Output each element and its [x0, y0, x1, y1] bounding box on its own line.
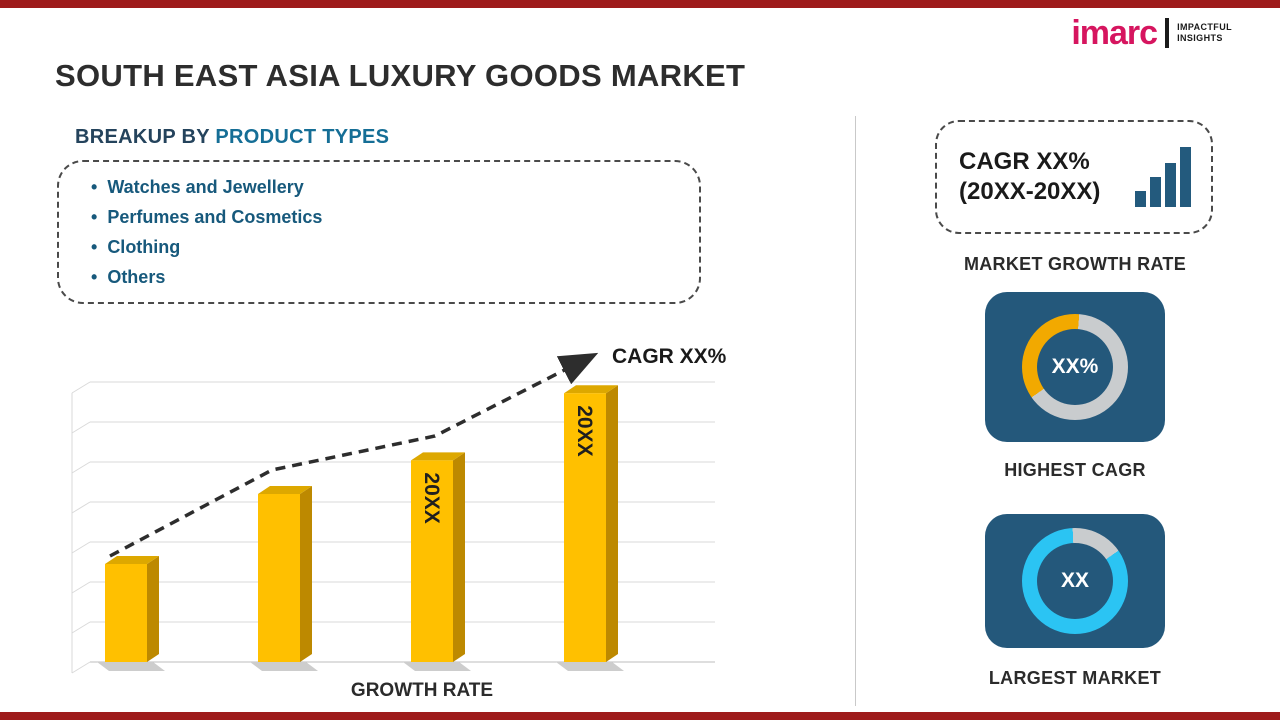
growth-rate-bar-chart: 20XX 20XX CAGR XX% GROWTH RATE	[71, 345, 727, 701]
product-types-box: Watches and Jewellery Perfumes and Cosme…	[57, 160, 701, 304]
cagr-line1: CAGR XX%	[959, 148, 1090, 175]
trend-line	[109, 352, 599, 558]
highest-cagr-donut: XX%	[1022, 314, 1128, 420]
largest-market-donut-hole: XX	[1037, 543, 1113, 619]
largest-market-donut: XX	[1022, 528, 1128, 634]
chart-bars-and-grid: 20XX 20XX	[71, 381, 715, 674]
trend-label: CAGR XX%	[612, 345, 727, 368]
logo-divider	[1165, 18, 1170, 48]
bar-chart-icon	[1135, 147, 1191, 207]
list-item: Clothing	[91, 232, 699, 262]
highest-cagr-label: HIGHEST CAGR	[1004, 460, 1146, 480]
page-title: SOUTH EAST ASIA LUXURY GOODS MARKET	[55, 58, 746, 93]
market-growth-rate-label: MARKET GROWTH RATE	[963, 254, 1187, 274]
market-growth-card: CAGR XX% (20XX-20XX)	[935, 120, 1213, 234]
highest-cagr-tile: XX%	[985, 292, 1165, 442]
list-item: Others	[91, 262, 699, 292]
list-item: Perfumes and Cosmetics	[91, 202, 699, 232]
imarc-logo: imarc IMPACTFUL INSIGHTS	[1071, 16, 1232, 50]
list-item: Watches and Jewellery	[91, 172, 699, 202]
logo-wordmark: imarc	[1071, 14, 1158, 52]
breakup-heading-prefix: BREAKUP BY	[75, 126, 216, 148]
breakup-heading-accent: PRODUCT TYPES	[215, 126, 390, 148]
largest-market-label: LARGEST MARKET	[988, 668, 1162, 688]
highest-cagr-value: XX%	[1051, 355, 1099, 378]
logo-tagline: IMPACTFUL INSIGHTS	[1177, 22, 1232, 44]
svg-text:20XX: 20XX	[573, 405, 596, 456]
bottom-accent-bar	[0, 712, 1280, 720]
cagr-line2: (20XX-20XX)	[959, 178, 1101, 205]
cagr-text: CAGR XX% (20XX-20XX)	[959, 147, 1100, 207]
svg-text:20XX: 20XX	[420, 472, 443, 523]
largest-market-tile: XX	[985, 514, 1165, 648]
x-axis-label: GROWTH RATE	[351, 680, 493, 701]
top-accent-bar	[0, 0, 1280, 8]
product-types-list: Watches and Jewellery Perfumes and Cosme…	[59, 172, 699, 292]
logo-tagline-line1: IMPACTFUL	[1177, 22, 1232, 32]
breakup-heading: BREAKUP BY PRODUCT TYPES	[75, 126, 389, 149]
logo-tagline-line2: INSIGHTS	[1177, 33, 1223, 43]
section-divider	[855, 116, 856, 706]
largest-market-value: XX	[1060, 569, 1089, 592]
highest-cagr-donut-hole: XX%	[1037, 329, 1113, 405]
